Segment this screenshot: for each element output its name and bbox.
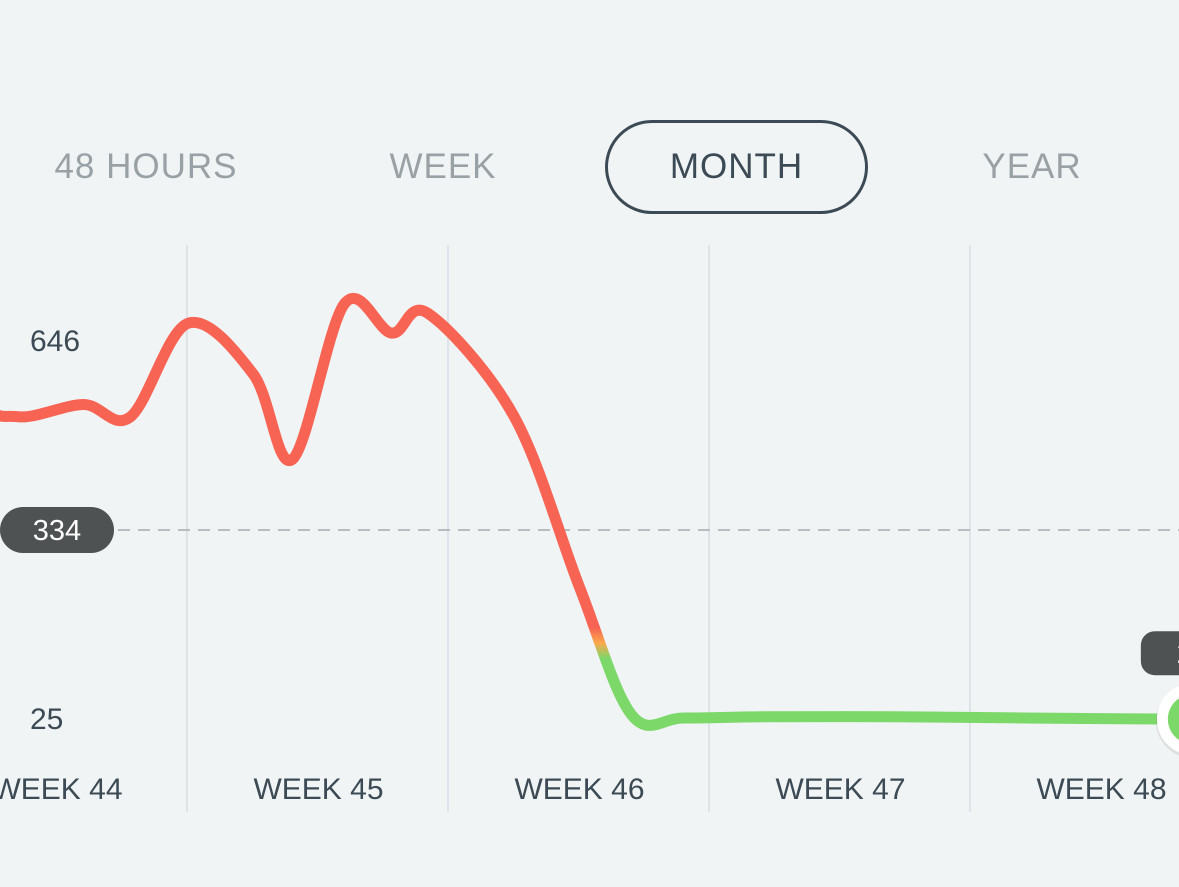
x-tick-label: WEEK 46 bbox=[514, 773, 644, 806]
tab-month[interactable]: MONTH bbox=[605, 120, 868, 214]
tab-week[interactable]: WEEK bbox=[389, 147, 497, 186]
time-range-tabs: 48 HOURS WEEK MONTH YEAR bbox=[0, 120, 1179, 214]
x-tick-label: WEEK 44 bbox=[0, 773, 123, 806]
x-tick-label: WEEK 45 bbox=[253, 773, 383, 806]
x-tick-label: WEEK 47 bbox=[775, 773, 905, 806]
tab-48-hours[interactable]: 48 HOURS bbox=[54, 147, 238, 186]
tooltip-value: 23 bbox=[1177, 638, 1179, 670]
x-tick-label: WEEK 48 bbox=[1036, 773, 1166, 806]
highlight-point bbox=[1167, 698, 1179, 741]
y-tick-label: 25 bbox=[30, 703, 63, 736]
reference-badge bbox=[0, 507, 114, 553]
reference-value: 334 bbox=[33, 515, 81, 547]
tab-year[interactable]: YEAR bbox=[982, 147, 1082, 186]
tooltip-badge bbox=[1140, 631, 1179, 676]
series-line bbox=[0, 292, 1179, 731]
y-tick-label: 646 bbox=[30, 325, 80, 358]
